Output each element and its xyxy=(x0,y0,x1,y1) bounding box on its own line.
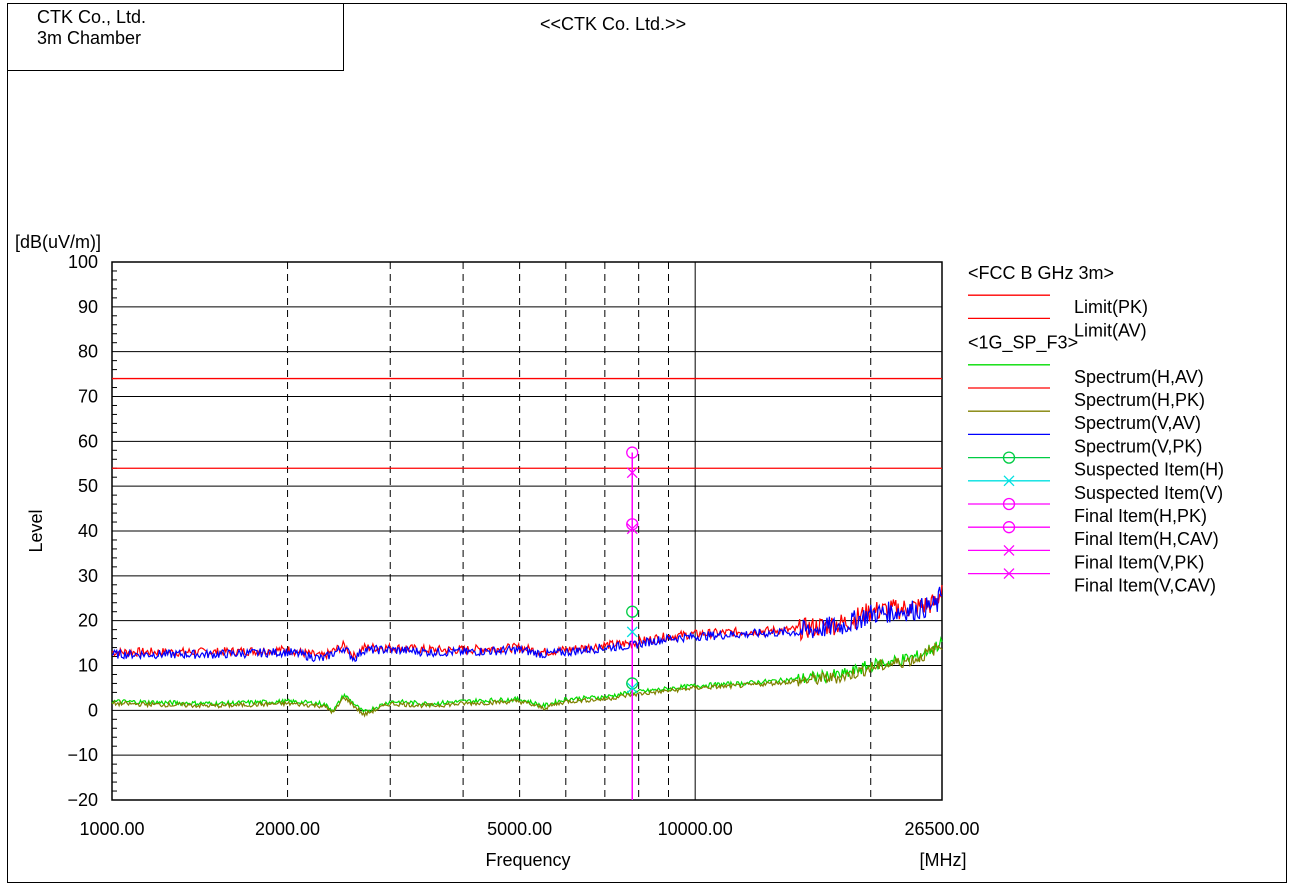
y-tick-label: 60 xyxy=(78,431,98,451)
plot-border xyxy=(111,261,943,801)
marker-circle xyxy=(1002,451,1016,464)
y-tick-label: 30 xyxy=(78,566,98,586)
marker-circle xyxy=(1002,497,1016,511)
grid-layer xyxy=(111,261,943,801)
x-tick-label: 2000.00 xyxy=(255,819,320,839)
chamber-label: 3m Chamber xyxy=(37,28,142,48)
series-layer xyxy=(111,377,943,718)
marker-circle xyxy=(626,677,639,690)
marker-cross xyxy=(1003,475,1015,487)
marker-circle xyxy=(626,605,639,618)
y-tick-label: 70 xyxy=(78,387,98,407)
y-tick-label: 50 xyxy=(78,476,98,496)
marker-cross xyxy=(626,523,638,535)
marker-circle xyxy=(1002,521,1016,534)
legend-label: Final Item(H,PK) xyxy=(1074,506,1207,526)
legend-label: Final Item(V,CAV) xyxy=(1074,576,1216,596)
legend-label: Spectrum(H,AV) xyxy=(1074,367,1204,387)
y-axis-unit: [dB(uV/m)] xyxy=(15,232,101,252)
report-frame xyxy=(7,3,1287,883)
marker-cross xyxy=(1003,568,1015,580)
legend-group: <FCC B GHz 3m> xyxy=(968,263,1114,283)
y-tick-label: 20 xyxy=(78,611,98,631)
y-axis-label: Level xyxy=(26,509,46,552)
marker-layer xyxy=(626,446,639,800)
marker-cross xyxy=(626,467,638,479)
legend-label: Spectrum(V,PK) xyxy=(1074,436,1202,456)
marker-cross xyxy=(626,682,638,694)
legend-label: Spectrum(H,PK) xyxy=(1074,390,1205,410)
x-tick-label: 1000.00 xyxy=(79,819,144,839)
y-tick-label: 0 xyxy=(88,700,98,720)
y-tick-label: 40 xyxy=(78,521,98,541)
y-tick-label: 90 xyxy=(78,297,98,317)
marker-circle xyxy=(626,446,639,459)
marker-cross xyxy=(1003,544,1015,556)
x-axis-unit: [MHz] xyxy=(920,850,967,870)
marker-cross xyxy=(626,626,638,638)
x-tick-label: 5000.00 xyxy=(487,819,552,839)
legend-group: <1G_SP_F3> xyxy=(968,333,1078,354)
legend-label: Final Item(V,PK) xyxy=(1074,552,1204,572)
spectrum-line xyxy=(111,642,943,718)
legend-layer: <FCC B GHz 3m> Limit(PK) Limit(AV)<1G_SP_F… xyxy=(968,263,1224,596)
y-tick-label: −20 xyxy=(67,790,98,810)
legend-label: Suspected Item(V) xyxy=(1074,483,1223,503)
y-tick-label: 80 xyxy=(78,342,98,362)
legend-label: Final Item(H,CAV) xyxy=(1074,529,1219,549)
legend-label: Suspected Item(H) xyxy=(1074,460,1224,480)
page-title: <<CTK Co. Ltd.>> xyxy=(540,14,687,34)
legend-label: Limit(AV) xyxy=(1074,320,1147,340)
company-info-box: CTK Co., Ltd. 3m Chamber xyxy=(7,3,344,71)
legend-label: Spectrum(V,AV) xyxy=(1074,413,1201,433)
spectrum-line xyxy=(111,586,943,663)
marker-circle xyxy=(626,518,639,531)
x-axis-label: Frequency xyxy=(485,850,570,870)
y-tick-label: 100 xyxy=(68,252,98,272)
x-tick-label: 26500.00 xyxy=(904,819,979,839)
y-tick-label: −10 xyxy=(67,745,98,765)
x-tick-label: 10000.00 xyxy=(658,819,733,839)
company-name: CTK Co., Ltd. xyxy=(37,7,147,27)
legend-label: Limit(PK) xyxy=(1074,297,1148,317)
y-tick-label: 10 xyxy=(78,656,98,676)
